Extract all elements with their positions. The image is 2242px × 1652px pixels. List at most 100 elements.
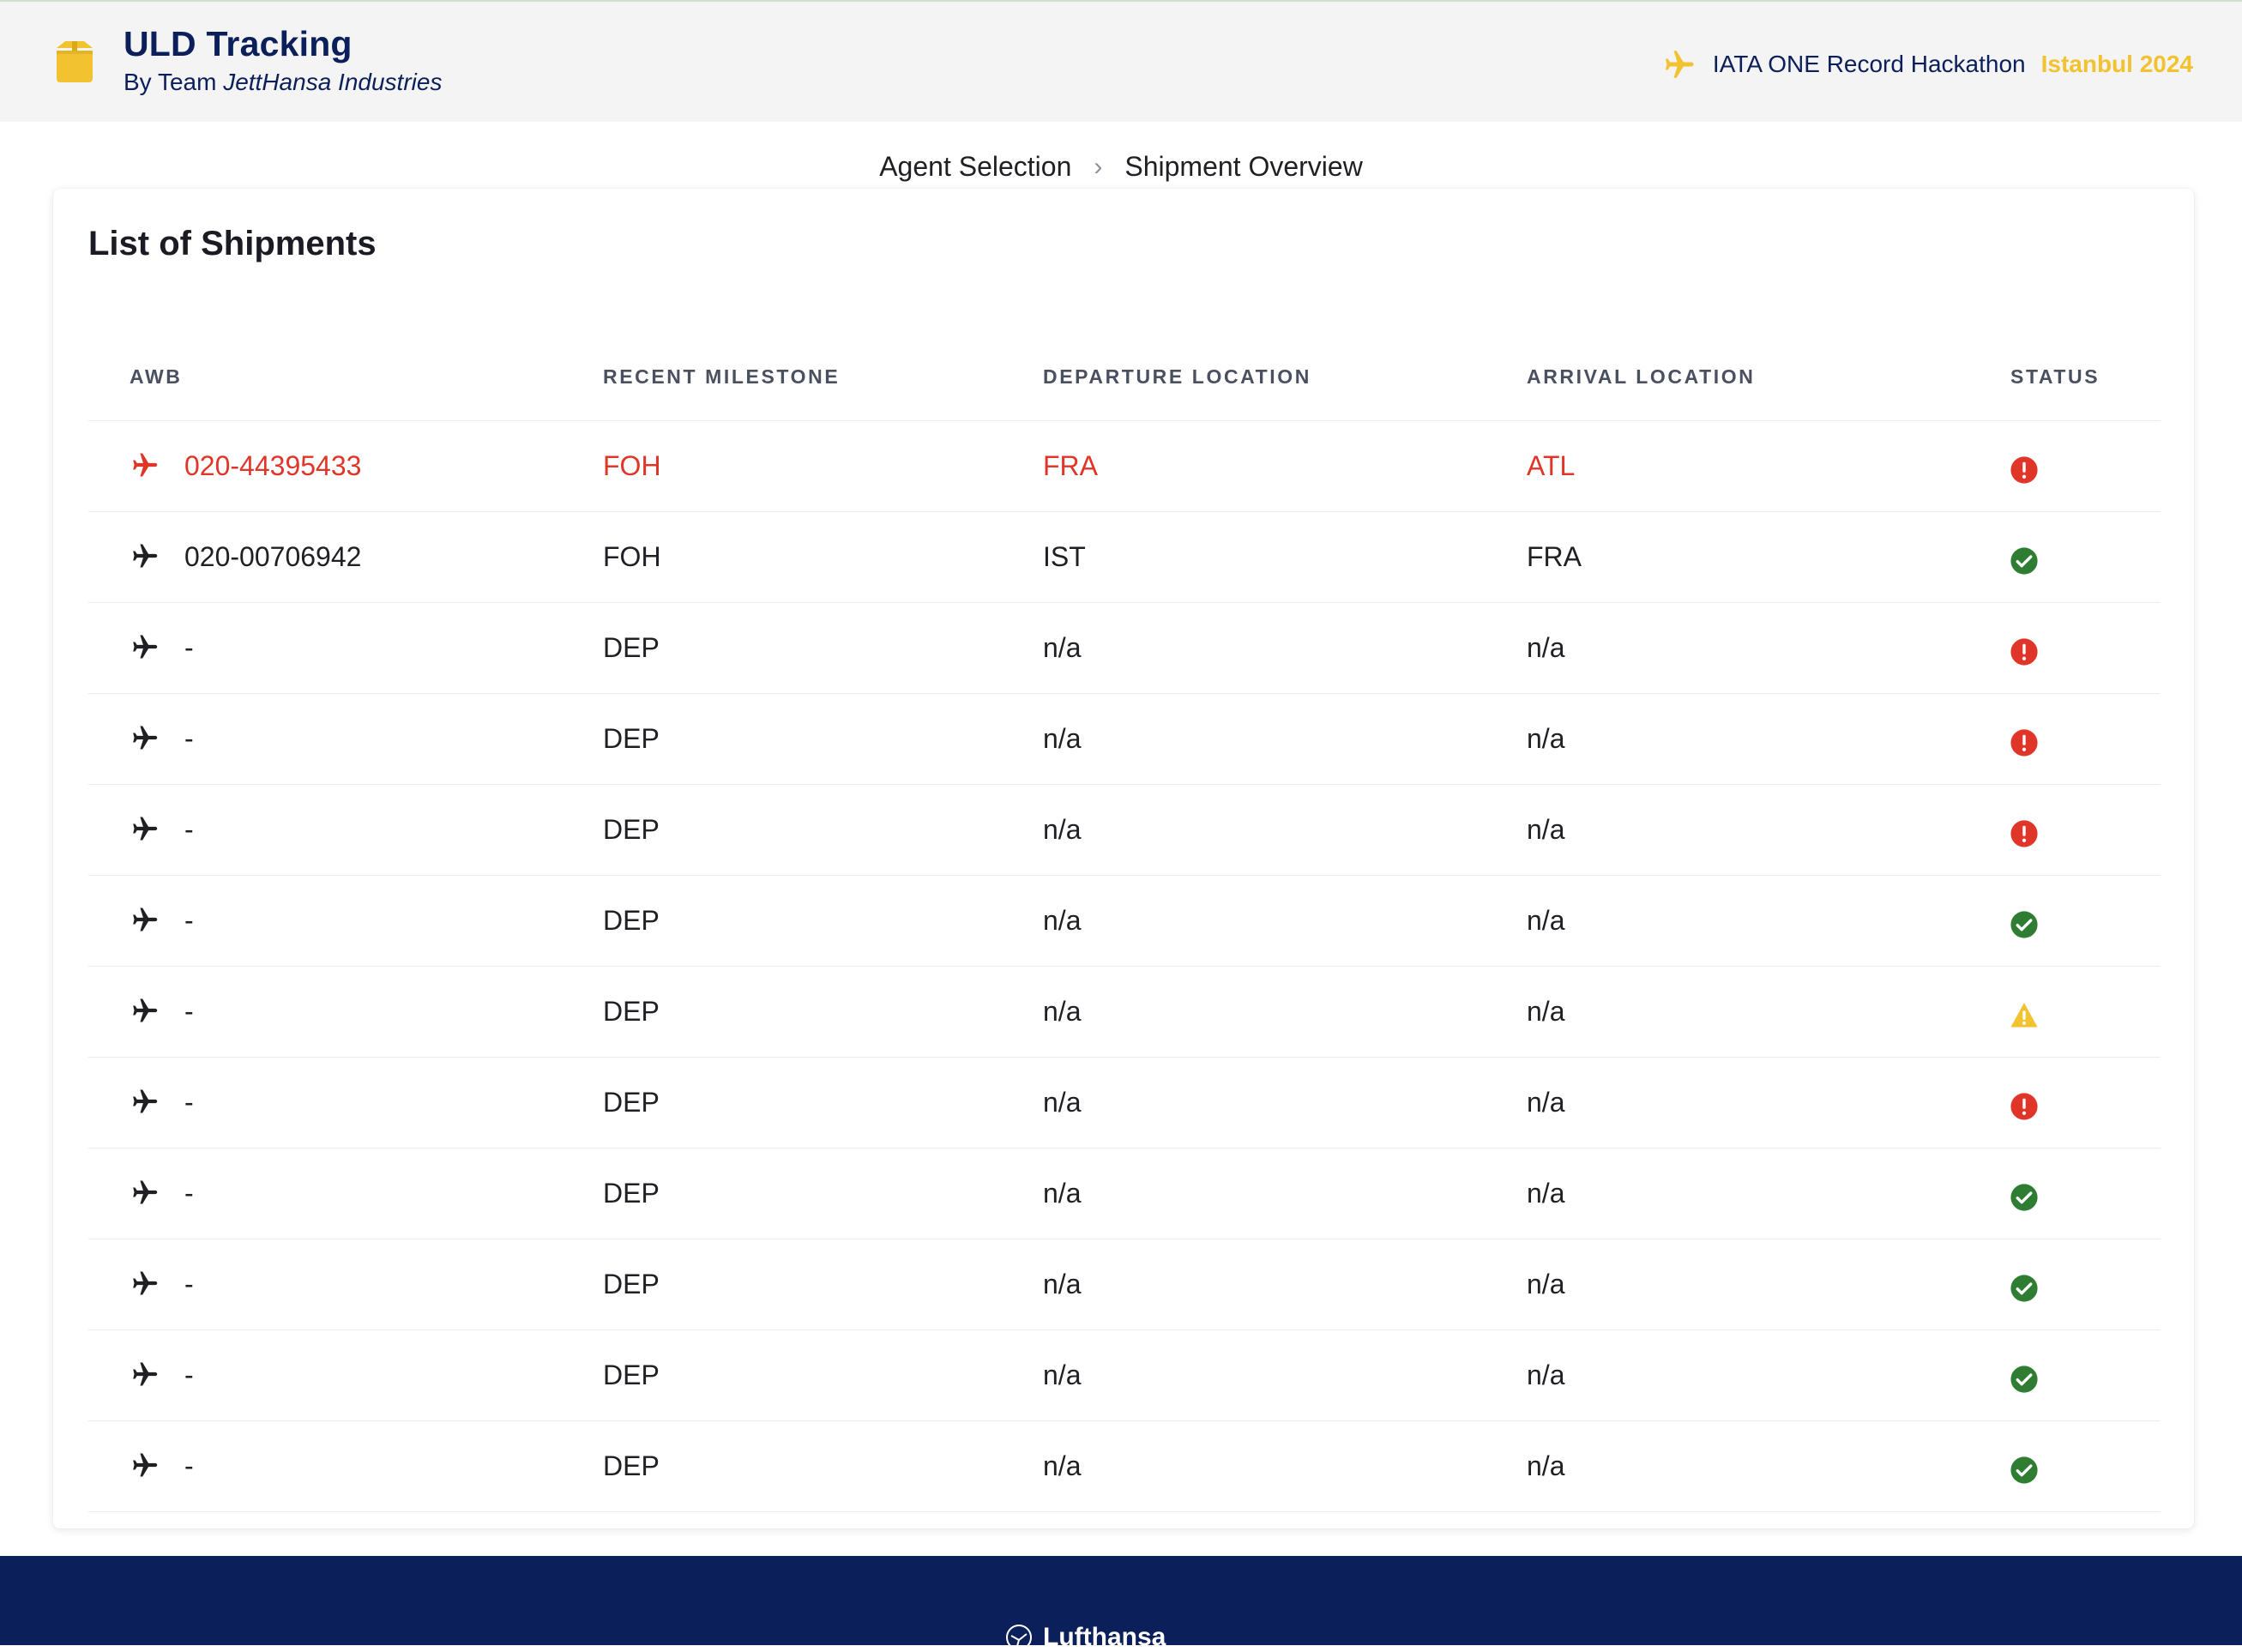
event-name: IATA ONE Record Hackathon: [1712, 51, 2026, 77]
check-circle-icon: [2010, 911, 2038, 938]
table-row[interactable]: - DEP n/a n/a: [88, 1149, 2161, 1239]
cell-recent-milestone: FOH: [603, 541, 661, 572]
cell-arrival-location: n/a: [1527, 632, 1565, 663]
table-body: 020-44395433 FOH FRA ATL 020-00706942 FOH IST F…: [88, 421, 2161, 1512]
footer-logo: Lufthansa: [1005, 1623, 1166, 1652]
cell-recent-milestone: DEP: [603, 723, 660, 754]
warning-triangle-icon: [2010, 1003, 2038, 1028]
cell-departure-location: n/a: [1043, 814, 1082, 845]
column-header-departure-location: DEPARTURE LOCATION: [1043, 365, 1311, 388]
cell-recent-milestone: DEP: [603, 814, 660, 845]
cell-awb[interactable]: 020-00706942: [184, 541, 362, 572]
check-circle-icon: [2010, 1184, 2038, 1211]
cell-arrival-location: n/a: [1527, 1178, 1565, 1209]
table-row[interactable]: - DEP n/a n/a: [88, 967, 2161, 1058]
airplane-icon: [133, 453, 158, 477]
error-circle-icon: [2010, 456, 2038, 484]
cell-departure-location: IST: [1043, 541, 1086, 572]
table-row[interactable]: - DEP n/a n/a: [88, 1421, 2161, 1512]
airplane-icon: [133, 1271, 158, 1295]
cell-arrival-location: ATL: [1527, 450, 1576, 481]
table-row[interactable]: - DEP n/a n/a: [88, 1058, 2161, 1149]
app-header: ULD Tracking By Team JettHansa Industrie…: [0, 0, 2242, 122]
subtitle-prefix: By Team: [124, 69, 224, 95]
error-circle-icon: [2010, 820, 2038, 847]
cell-departure-location: n/a: [1043, 1087, 1082, 1118]
card-title: List of Shipments: [88, 225, 377, 262]
error-circle-icon: [2010, 638, 2038, 666]
breadcrumb-agent-selection[interactable]: Agent Selection: [879, 151, 1072, 182]
table-row[interactable]: 020-44395433 FOH FRA ATL: [88, 421, 2161, 512]
airplane-icon: [133, 544, 158, 568]
table-row[interactable]: - DEP n/a n/a: [88, 694, 2161, 785]
cell-awb[interactable]: -: [184, 905, 194, 936]
airplane-icon: [133, 635, 158, 659]
cell-departure-location: n/a: [1043, 996, 1082, 1027]
cell-departure-location: n/a: [1043, 1178, 1082, 1209]
breadcrumb-shipment-overview: Shipment Overview: [1124, 151, 1363, 182]
column-header-arrival-location: ARRIVAL LOCATION: [1527, 365, 1756, 388]
column-header-recent-milestone: RECENT MILESTONE: [603, 365, 841, 388]
airplane-icon: [133, 907, 158, 932]
check-circle-icon: [2010, 1275, 2038, 1302]
cell-awb[interactable]: -: [184, 723, 194, 754]
cell-arrival-location: n/a: [1527, 1360, 1565, 1390]
event-label: IATA ONE Record Hackathon Istanbul 2024: [1661, 46, 2193, 82]
cell-arrival-location: n/a: [1527, 1087, 1565, 1118]
cell-recent-milestone: DEP: [603, 996, 660, 1027]
cell-arrival-location: n/a: [1527, 814, 1565, 845]
airplane-icon: [133, 726, 158, 750]
cell-recent-milestone: DEP: [603, 1360, 660, 1390]
crane-logo-icon: [1006, 1625, 1032, 1650]
shipments-table: AWB RECENT MILESTONE DEPARTURE LOCATION …: [88, 335, 2161, 1512]
cell-awb[interactable]: -: [184, 1450, 194, 1481]
airplane-icon: [133, 1089, 158, 1113]
cell-awb[interactable]: -: [184, 996, 194, 1027]
table-row[interactable]: - DEP n/a n/a: [88, 876, 2161, 967]
airplane-icon: [133, 1362, 158, 1386]
chevron-right-icon: ›: [1094, 152, 1103, 181]
cell-recent-milestone: FOH: [603, 450, 661, 481]
app-title: ULD Tracking: [124, 24, 353, 63]
cell-awb[interactable]: 020-44395433: [184, 450, 362, 481]
airplane-icon: [133, 1453, 158, 1477]
check-circle-icon: [2010, 1366, 2038, 1393]
column-header-status: STATUS: [2010, 365, 2100, 388]
cell-arrival-location: n/a: [1527, 905, 1565, 936]
table-row[interactable]: - DEP n/a n/a: [88, 1330, 2161, 1421]
column-header-awb: AWB: [130, 365, 183, 388]
footer: Lufthansa: [0, 1556, 2242, 1651]
cell-arrival-location: n/a: [1527, 996, 1565, 1027]
app-subtitle: By Team JettHansa Industries: [124, 69, 442, 96]
cell-recent-milestone: DEP: [603, 905, 660, 936]
cell-awb[interactable]: -: [184, 1269, 194, 1299]
cell-awb[interactable]: -: [184, 632, 194, 663]
airplane-icon: [133, 1180, 158, 1204]
cell-awb[interactable]: -: [184, 814, 194, 845]
table-row[interactable]: 020-00706942 FOH IST FRA: [88, 512, 2161, 603]
shipments-card: List of Shipments AWB RECENT MILESTONE D…: [53, 189, 2194, 1528]
cell-departure-location: n/a: [1043, 1269, 1082, 1299]
team-name: JettHansa Industries: [223, 69, 443, 95]
cell-departure-location: n/a: [1043, 632, 1082, 663]
cell-awb[interactable]: -: [184, 1360, 194, 1390]
table-row[interactable]: - DEP n/a n/a: [88, 1239, 2161, 1330]
airplane-icon: [133, 817, 158, 841]
cell-recent-milestone: DEP: [603, 1178, 660, 1209]
footer-brand: Lufthansa: [1043, 1623, 1166, 1651]
table-row[interactable]: - DEP n/a n/a: [88, 603, 2161, 694]
airplane-icon: [133, 998, 158, 1022]
breadcrumb: Agent Selection › Shipment Overview: [0, 151, 2242, 183]
check-circle-icon: [2010, 1456, 2038, 1484]
package-icon: [57, 41, 93, 82]
cell-departure-location: n/a: [1043, 905, 1082, 936]
check-circle-icon: [2010, 547, 2038, 575]
cell-departure-location: n/a: [1043, 723, 1082, 754]
table-row[interactable]: - DEP n/a n/a: [88, 785, 2161, 876]
cell-arrival-location: n/a: [1527, 723, 1565, 754]
cell-arrival-location: n/a: [1527, 1450, 1565, 1481]
cell-awb[interactable]: -: [184, 1087, 194, 1118]
cell-recent-milestone: DEP: [603, 1087, 660, 1118]
cell-departure-location: n/a: [1043, 1450, 1082, 1481]
cell-awb[interactable]: -: [184, 1178, 194, 1209]
